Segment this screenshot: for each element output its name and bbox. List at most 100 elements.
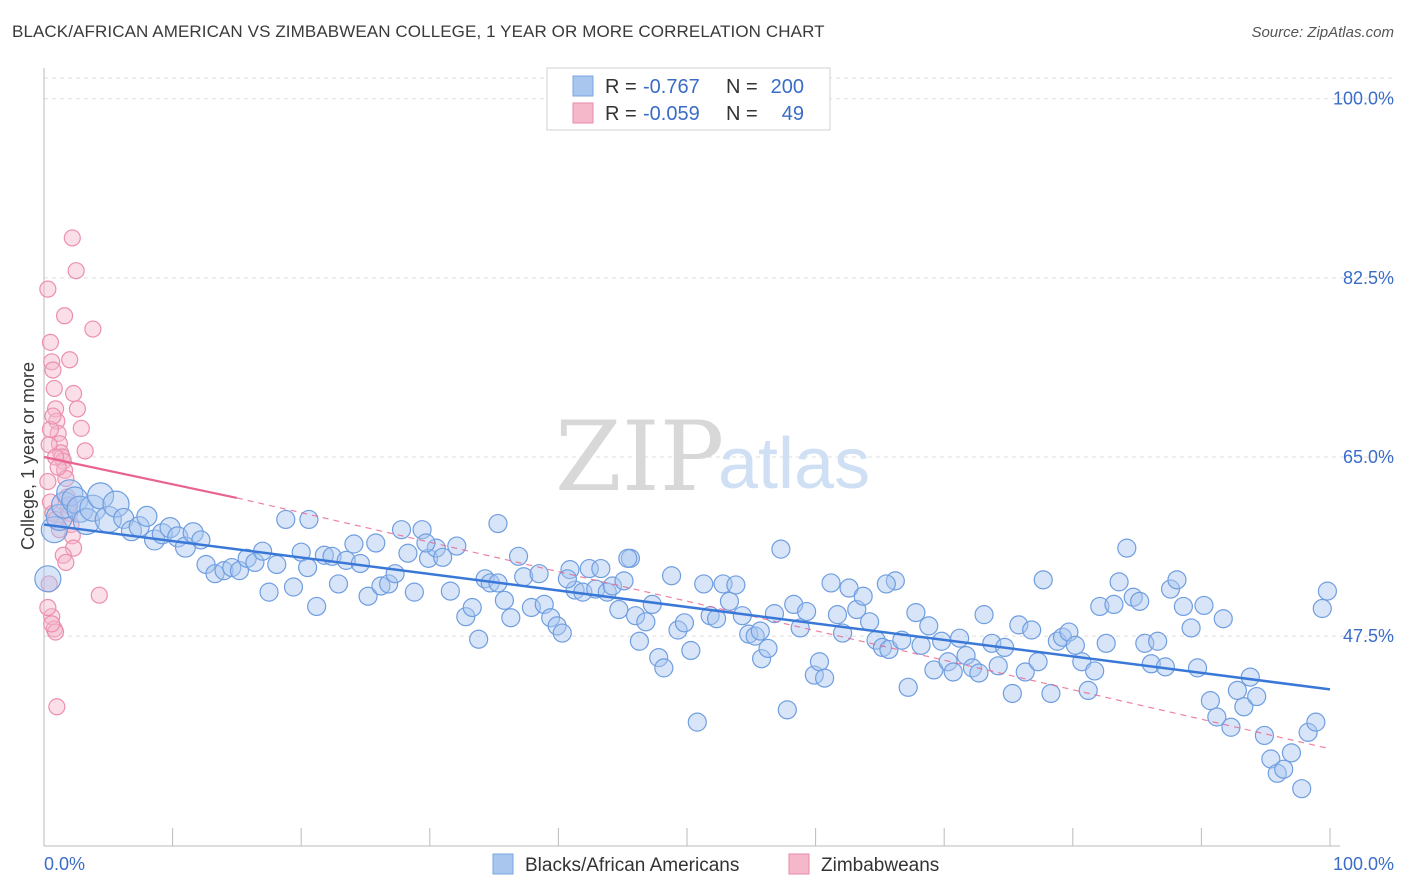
black-african-american-point [1227, 680, 1248, 701]
black-african-american-point [1033, 570, 1053, 590]
black-african-american-point [1194, 595, 1214, 616]
black-african-american-point [1317, 581, 1338, 601]
black-african-american-point [839, 578, 859, 598]
zimbabwean-point [55, 307, 74, 325]
black-african-american-point [398, 543, 418, 563]
legend-swatch-pink [572, 102, 594, 124]
trend-lines [43, 455, 1331, 750]
y-tick-label: 47.5% [1343, 626, 1394, 646]
zimbabwean-points [39, 229, 108, 716]
legend-r-value-2: -0.059 [643, 103, 700, 125]
black-african-american-point [259, 582, 279, 602]
zimbabwean-point [72, 419, 90, 437]
black-african-american-point [462, 597, 482, 618]
zimbabwean-point [57, 553, 75, 572]
black-african-american-point [1109, 572, 1129, 592]
black-african-american-point [906, 602, 926, 623]
black-african-american-point [404, 582, 424, 602]
black-african-american-point [447, 536, 467, 556]
black-african-american-point [750, 621, 770, 641]
black-african-american-point [579, 558, 599, 579]
black-african-american-point [1200, 691, 1221, 711]
black-african-american-point [328, 574, 349, 594]
zimbabwean-point [61, 351, 79, 369]
black-african-american-point [853, 586, 873, 606]
black-african-american-point [751, 649, 772, 669]
y-axis-label: College, 1 year or more [18, 362, 38, 550]
black-african-american-point [1148, 631, 1168, 651]
black-african-american-point [988, 656, 1008, 676]
black-african-american-point [1117, 538, 1137, 558]
black-african-american-point [745, 626, 765, 646]
black-african-american-point [950, 628, 970, 648]
black-african-american-point [1247, 686, 1267, 707]
bottom-legend-swatch-pink [788, 853, 810, 875]
black-african-american-point [391, 520, 412, 540]
black-african-american-point [796, 601, 817, 622]
black-african-american-point [514, 567, 534, 587]
black-african-american-point [1213, 609, 1233, 629]
black-african-american-point [1090, 596, 1110, 617]
black-african-american-point [276, 509, 296, 530]
legend-r-label-2: R = [605, 103, 637, 125]
black-african-american-point [214, 561, 234, 581]
black-african-american-point [494, 590, 514, 610]
black-african-american-point [1306, 712, 1326, 732]
legend-n-label-2: N = [726, 103, 758, 125]
black-african-american-point [618, 548, 638, 568]
bottom-legend-label-pink: Zimbabweans [821, 855, 939, 876]
black-african-american-point [974, 605, 994, 625]
black-african-american-point [1078, 680, 1098, 701]
legend-r-value-1: -0.767 [643, 76, 700, 98]
y-tick-label: 65.0% [1343, 447, 1394, 467]
black-african-american-point [1254, 725, 1275, 746]
zimbabwean-point [44, 407, 62, 425]
black-african-american-point [809, 652, 830, 672]
black-african-american-point [629, 631, 650, 651]
x-ticks [43, 828, 1331, 846]
black-african-american-point [1096, 633, 1116, 653]
bottom-legend-swatch-blue [492, 853, 514, 875]
black-african-american-point [267, 554, 287, 575]
black-african-american-point [102, 490, 130, 518]
zimbabwean-point [90, 586, 108, 604]
black-african-american-point [962, 658, 983, 678]
black-african-american-point [298, 557, 318, 578]
black-african-american-point [815, 668, 835, 688]
black-african-american-point [1022, 620, 1042, 640]
legend-swatch-blue [572, 75, 594, 97]
black-african-american-point [758, 638, 778, 659]
source-label: Source: ZipAtlas.com [1251, 24, 1394, 41]
black-african-american-point [1028, 652, 1048, 672]
black-african-american-point [529, 564, 549, 584]
y-tick-labels: 47.5% 65.0% 82.5% 100.0% [1333, 89, 1394, 646]
black-african-american-point [1221, 717, 1241, 737]
black-african-american-point [654, 658, 674, 678]
black-african-american-point [1298, 722, 1318, 742]
black-african-american-point [1167, 570, 1187, 590]
black-african-american-point [609, 599, 629, 620]
black-african-american-point [552, 623, 572, 643]
black-african-american-point [969, 663, 989, 683]
black-african-american-point [1181, 618, 1201, 638]
black-african-american-point [245, 552, 265, 573]
black-african-american-point [1281, 743, 1302, 763]
zimbabwean-point [46, 623, 65, 641]
black-african-american-point [674, 613, 695, 633]
black-african-american-point [821, 573, 841, 593]
zimbabwean-point [41, 420, 60, 438]
black-african-american-point [898, 677, 918, 697]
zimbabwean-point [46, 510, 65, 529]
legend: R = -0.767 N = 200 R = -0.059 N = 49 [546, 67, 831, 131]
black-african-american-point [719, 591, 740, 611]
zimbabwean-point [63, 229, 81, 247]
black-african-american-point [56, 479, 84, 507]
black-african-american-point [1130, 591, 1150, 611]
black-african-american-point [911, 635, 931, 655]
black-african-american-point [385, 564, 405, 584]
black-african-american-point [681, 640, 701, 661]
black-african-american-point [771, 539, 791, 559]
y-tick-label: 100.0% [1333, 89, 1394, 109]
x-tick-label-max: 100.0% [1333, 854, 1394, 874]
